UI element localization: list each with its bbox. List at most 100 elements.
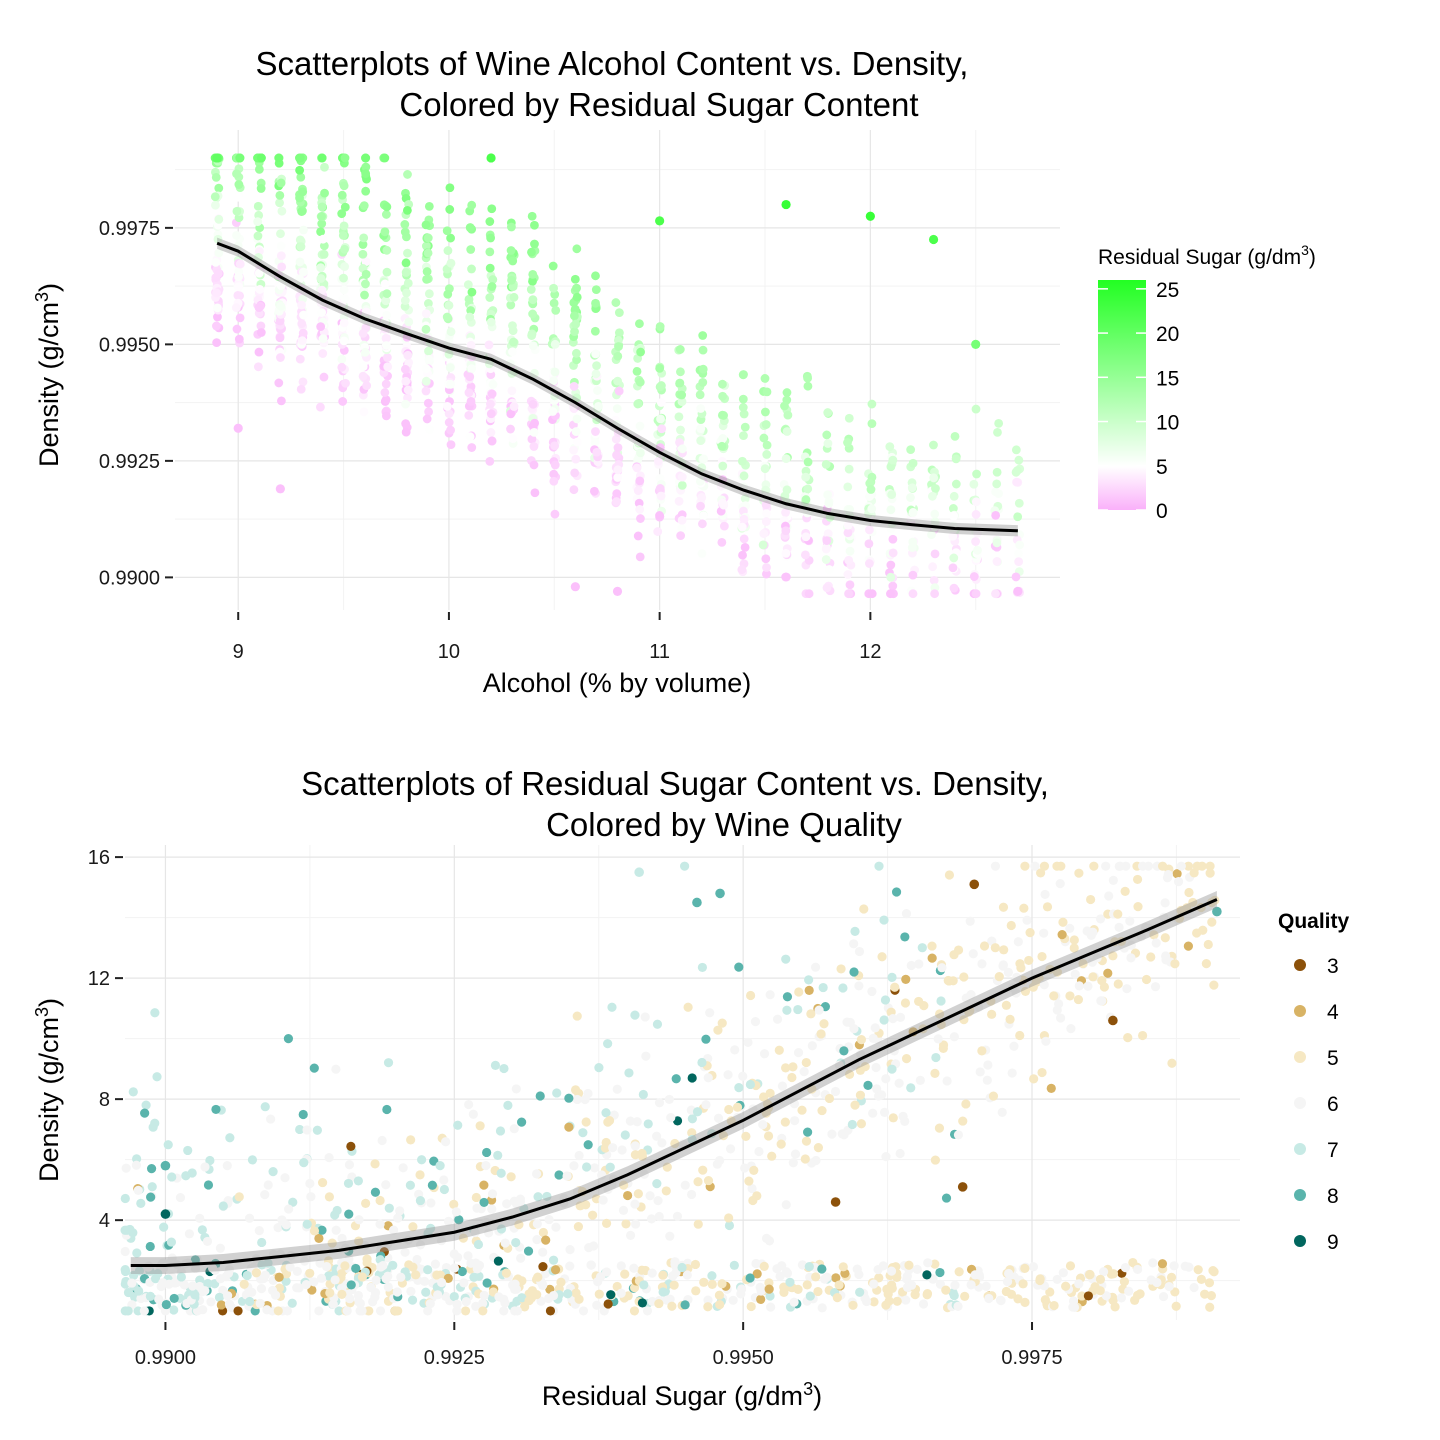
chart-1-point xyxy=(1011,572,1021,582)
chart-1-point xyxy=(401,399,411,409)
chart-1-point xyxy=(298,377,308,387)
chart-2-point xyxy=(400,1247,410,1257)
chart-2-point xyxy=(686,1189,697,1200)
chart-1-point xyxy=(760,374,770,383)
chart-2-point xyxy=(723,1070,733,1080)
chart-2-point xyxy=(514,1220,524,1230)
chart-1-point xyxy=(486,153,496,163)
chart-2-point xyxy=(870,1023,880,1033)
chart-2-point xyxy=(436,1236,447,1246)
chart-2-point xyxy=(298,1109,308,1120)
chart-1-point xyxy=(255,285,265,294)
chart-2-point xyxy=(1049,1300,1059,1311)
chart-1-point xyxy=(528,399,538,409)
chart-1-point xyxy=(591,369,601,379)
chart-2-point xyxy=(837,1129,847,1139)
chart-1-point xyxy=(337,362,347,372)
chart-2-point xyxy=(1002,1277,1013,1287)
chart-2-point xyxy=(854,981,864,991)
chart-1-point xyxy=(508,347,517,357)
chart-2-point xyxy=(759,1049,770,1059)
chart-2-point xyxy=(807,1041,817,1051)
chart-1-point xyxy=(359,201,369,211)
chart-1-point xyxy=(213,303,222,313)
chart-2-point xyxy=(464,1099,474,1110)
chart-1-point xyxy=(549,376,558,386)
chart-1-point xyxy=(612,497,621,506)
chart-1-point xyxy=(484,340,494,350)
chart-1-point xyxy=(633,531,643,541)
chart-1-point xyxy=(803,373,813,383)
chart-2-point xyxy=(665,1231,675,1241)
chart-1-point xyxy=(382,267,392,277)
chart-2-point xyxy=(782,1005,792,1015)
chart-1-point xyxy=(400,364,410,374)
chart-1-point xyxy=(485,217,495,226)
chart-2-point xyxy=(451,1207,461,1217)
chart-2-point xyxy=(1092,953,1102,963)
chart-1-point xyxy=(781,526,791,536)
chart-2-point xyxy=(817,1264,827,1274)
chart-1-point xyxy=(930,589,940,599)
chart-1-point xyxy=(401,268,411,277)
chart-2-point xyxy=(215,1243,225,1253)
chart-2-point xyxy=(715,1299,725,1310)
chart-2-point xyxy=(1046,1083,1056,1093)
chart-2-point xyxy=(181,1171,191,1181)
chart-1-point xyxy=(358,371,368,381)
chart-2-point xyxy=(693,1177,703,1187)
chart-2-point xyxy=(639,1280,649,1290)
chart-2-y-tick-label: 4 xyxy=(99,1210,110,1232)
chart-2-point xyxy=(262,1305,272,1315)
chart-2-point xyxy=(906,960,916,971)
chart-2-point xyxy=(948,1288,958,1298)
chart-1-point xyxy=(738,403,748,412)
chart-2-point xyxy=(1138,1030,1148,1041)
chart-2-point xyxy=(435,1161,445,1171)
chart-2-point xyxy=(616,1288,626,1298)
chart-1-point xyxy=(844,555,854,565)
chart-2-point xyxy=(959,972,969,982)
chart-2-point xyxy=(990,861,1001,871)
chart-2-point xyxy=(361,1198,371,1209)
chart-1-point xyxy=(800,550,810,560)
chart-1-point xyxy=(464,410,474,420)
chart-2-point xyxy=(661,1186,671,1196)
chart-2-point xyxy=(984,1293,994,1304)
chart-1-point xyxy=(740,542,750,552)
chart-2-point xyxy=(620,1130,630,1140)
chart-1-point xyxy=(383,362,393,372)
chart-2-point xyxy=(299,1158,309,1168)
chart-2-point xyxy=(1188,897,1198,908)
chart-1-point xyxy=(361,153,370,163)
chart-2-legend-swatch xyxy=(1294,1097,1306,1109)
chart-2-point xyxy=(949,1032,959,1042)
chart-1-colorbar-ticks: 0 5 10 15 20 25 xyxy=(1098,279,1179,523)
chart-1-point xyxy=(969,572,979,581)
chart-2-point xyxy=(375,1219,385,1229)
chart-2-point xyxy=(471,1301,481,1312)
chart-2-point xyxy=(670,1259,680,1269)
chart-2-point xyxy=(175,1192,186,1203)
chart-1-point xyxy=(656,398,666,407)
chart-2-point xyxy=(590,1163,600,1173)
chart-1-point xyxy=(867,419,877,429)
chart-1-point xyxy=(971,589,981,599)
chart-1-point xyxy=(821,460,831,469)
chart-2-point xyxy=(856,1119,867,1129)
chart-2-point xyxy=(273,1306,283,1316)
chart-1-point xyxy=(991,589,1000,599)
chart-1-point xyxy=(844,413,854,423)
chart-2-point xyxy=(927,953,937,963)
chart-2-point xyxy=(437,1277,447,1288)
chart-2-point xyxy=(458,1233,468,1243)
chart-1-point xyxy=(801,532,811,542)
chart-1-point xyxy=(526,285,536,294)
chart-2-point xyxy=(803,1127,813,1137)
chart-2-point xyxy=(1120,886,1130,897)
chart-1-point xyxy=(801,472,811,482)
chart-2-point xyxy=(453,1120,463,1130)
chart-2-point xyxy=(572,1094,582,1105)
chart-1-point xyxy=(783,410,793,420)
chart-1-point xyxy=(424,346,433,356)
